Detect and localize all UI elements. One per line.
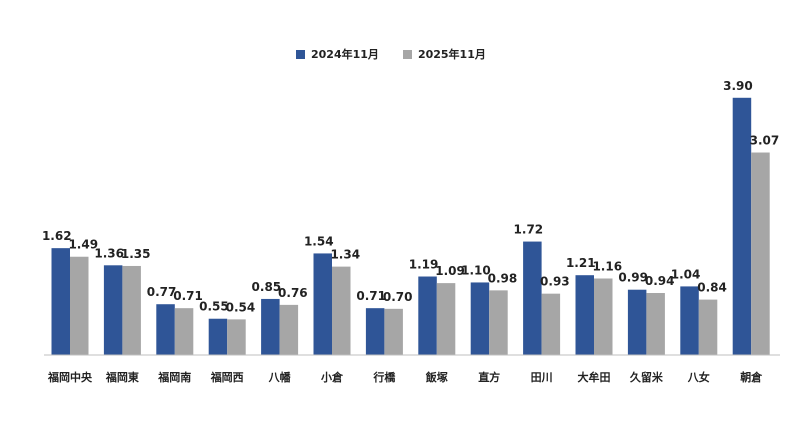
data-label-2025-7: 1.09: [435, 264, 465, 278]
bar-2025-10: [594, 278, 613, 355]
data-label-2025-0: 1.49: [68, 238, 98, 252]
data-label-2024-6: 0.71: [356, 289, 386, 303]
bar-2025-6: [384, 308, 403, 355]
bar-2024-6: [365, 308, 385, 355]
bar-2024-4: [261, 298, 280, 355]
data-label-2024-2: 0.77: [147, 285, 177, 299]
data-label-2024-11: 0.99: [618, 271, 648, 285]
data-label-2025-13: 3.07: [750, 134, 780, 148]
bar-2025-1: [122, 265, 141, 355]
data-label-2024-4: 0.85: [252, 280, 282, 294]
data-label-2024-10: 1.21: [566, 256, 596, 270]
bar-2025-13: [751, 152, 770, 355]
bar-2024-0: [51, 248, 70, 355]
category-label-3: 福岡西: [210, 370, 244, 384]
data-label-2025-2: 0.71: [173, 289, 203, 303]
bar-2025-9: [541, 293, 561, 355]
data-label-2025-11: 0.94: [645, 274, 675, 288]
bar-2024-8: [470, 282, 490, 355]
legend-label-2025: 2025年11月: [417, 48, 486, 61]
bar-2025-7: [436, 283, 456, 355]
category-label-9: 田川: [531, 371, 553, 384]
bar-2025-0: [70, 256, 89, 355]
data-label-2025-5: 1.34: [330, 248, 360, 262]
data-label-2025-12: 0.84: [697, 281, 727, 295]
data-label-2024-3: 0.55: [199, 300, 229, 314]
legend: 2024年11月 2025年11月: [296, 46, 486, 62]
bar-2025-11: [646, 293, 665, 355]
bar-2024-9: [523, 241, 542, 355]
legend-item-2025: 2025年11月: [402, 46, 486, 62]
data-label-2025-6: 0.70: [383, 290, 413, 304]
bar-2025-4: [279, 304, 299, 355]
data-label-2025-4: 0.76: [278, 286, 308, 300]
bar-2025-5: [332, 266, 351, 355]
bar-2024-11: [627, 289, 647, 355]
bar-2024-7: [418, 276, 437, 355]
legend-label-2024: 2024年11月: [311, 48, 379, 61]
data-label-2025-10: 1.16: [592, 259, 622, 273]
legend-swatch-2025: [402, 49, 412, 59]
data-label-2024-0: 1.62: [42, 229, 72, 243]
data-label-2024-5: 1.54: [304, 234, 334, 248]
category-label-10: 大牟田: [578, 370, 611, 384]
bar-2025-3: [227, 319, 246, 355]
data-label-2025-8: 0.98: [488, 271, 518, 285]
bar-2024-12: [680, 286, 699, 355]
data-label-2025-3: 0.54: [226, 300, 256, 314]
bar-2024-1: [103, 265, 123, 355]
data-label-2025-9: 0.93: [540, 275, 570, 289]
category-label-2: 福岡南: [157, 370, 191, 384]
category-label-5: 小倉: [320, 370, 344, 384]
legend-swatch-2024: [296, 49, 305, 59]
category-label-7: 飯塚: [425, 370, 448, 384]
bar-2025-8: [489, 290, 508, 355]
data-label-2024-13: 3.90: [723, 79, 753, 93]
category-label-1: 福岡東: [105, 370, 140, 384]
bar-2025-12: [698, 299, 718, 355]
category-label-11: 久留米: [630, 370, 664, 384]
data-label-2024-9: 1.72: [514, 223, 544, 237]
category-label-0: 福岡中央: [47, 370, 93, 384]
data-label-2025-1: 1.35: [121, 247, 151, 261]
data-label-2024-8: 1.10: [461, 263, 491, 277]
bar-2024-2: [156, 304, 175, 355]
bar-2024-3: [208, 318, 228, 355]
category-label-12: 八女: [687, 370, 710, 384]
bar-2025-2: [174, 308, 194, 355]
legend-item-2024: 2024年11月: [296, 46, 379, 62]
category-label-4: 八幡: [268, 370, 292, 384]
data-label-2024-1: 1.36: [94, 246, 124, 260]
category-label-8: 直方: [478, 370, 500, 384]
bar-2024-10: [575, 275, 594, 355]
bar-2024-13: [732, 97, 752, 356]
data-label-2024-7: 1.19: [409, 258, 439, 272]
data-label-2024-12: 1.04: [671, 267, 701, 281]
category-label-6: 行橋: [372, 370, 396, 384]
bar-2024-5: [313, 253, 332, 355]
category-label-13: 朝倉: [740, 370, 763, 384]
